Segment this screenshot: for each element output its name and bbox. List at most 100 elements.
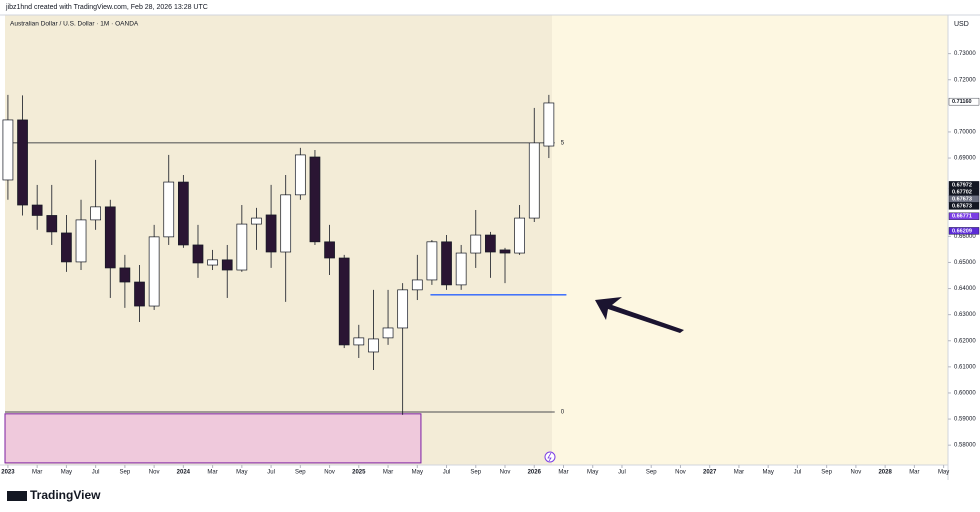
candle-body <box>134 281 145 307</box>
candle-body <box>192 244 204 264</box>
price-label: 0.67673 <box>952 203 972 209</box>
y-tick-label: 0.72000 <box>954 77 976 83</box>
price-label-bg <box>948 212 980 220</box>
chart-title: Australian Dollar / U.S. Dollar · 1M · O… <box>10 21 139 28</box>
price-label-bg <box>948 202 980 210</box>
y-tick-label: 0.69000 <box>954 156 976 162</box>
candle-body <box>148 236 160 307</box>
x-tick-label: May <box>938 470 949 476</box>
candle-body <box>382 327 394 339</box>
price-label: 0.67673 <box>952 196 972 202</box>
layers: 500.730000.720000.700000.690000.660000.6… <box>1 51 976 475</box>
candle-body <box>514 217 525 254</box>
candle-body <box>104 206 116 269</box>
y-tick-label: 0.70000 <box>954 130 976 136</box>
candle-body <box>163 181 175 238</box>
price-label: 0.67702 <box>952 189 972 195</box>
x-tick-label: Sep <box>470 470 481 476</box>
candle-body <box>499 249 511 254</box>
x-tick-label: Mar <box>734 470 744 476</box>
candle-body <box>75 219 87 263</box>
x-tick-label: Mar <box>558 470 568 476</box>
price-label: 0.66209 <box>952 228 972 234</box>
candle-body <box>294 154 306 196</box>
y-tick-label: 0.62000 <box>954 338 976 344</box>
candle-body <box>265 214 277 253</box>
x-tick-label: Jul <box>443 470 451 476</box>
y-tick-label: 0.64000 <box>954 286 976 292</box>
price-label-bg <box>948 97 980 106</box>
x-tick-label: 2027 <box>703 470 717 476</box>
candle-body <box>426 241 438 281</box>
x-tick-label: May <box>236 470 247 476</box>
level-label: 5 <box>561 140 565 146</box>
x-tick-label: May <box>763 470 774 476</box>
x-tick-label: Sep <box>821 470 832 476</box>
logo-mark <box>7 491 27 501</box>
x-tick-label: Mar <box>909 470 919 476</box>
candle-body <box>221 259 233 271</box>
candle-body <box>280 194 292 253</box>
x-tick-label: 2024 <box>177 470 191 476</box>
x-tick-label: Mar <box>383 470 393 476</box>
x-tick-label: 2028 <box>878 470 892 476</box>
x-tick-label: Jul <box>267 470 275 476</box>
x-tick-label: Nov <box>675 470 686 476</box>
price-label-bg <box>948 227 980 235</box>
y-tick-label: 0.65000 <box>954 260 976 266</box>
candle-body <box>119 267 131 283</box>
candle-body <box>17 119 28 206</box>
x-tick-label: Sep <box>120 470 131 476</box>
x-tick-label: Nov <box>324 470 335 476</box>
candle-body <box>353 337 365 346</box>
logo-text: TradingView <box>30 488 101 502</box>
x-tick-label: Nov <box>500 470 511 476</box>
level-label: 0 <box>561 410 565 416</box>
candle-body <box>470 234 482 254</box>
x-tick-label: Sep <box>295 470 306 476</box>
candle-body <box>324 241 335 259</box>
candle-body <box>236 223 248 271</box>
x-tick-label: Nov <box>149 470 160 476</box>
y-tick-label: 0.73000 <box>954 51 976 57</box>
event-icon <box>544 451 556 463</box>
x-tick-label: Mar <box>207 470 217 476</box>
x-tick-label: Mar <box>32 470 42 476</box>
candle-body <box>455 252 467 286</box>
candle-body <box>2 119 14 181</box>
y-tick-label: 0.66000 <box>954 234 976 240</box>
candle-body <box>90 206 101 221</box>
x-tick-label: Nov <box>851 470 862 476</box>
x-tick-label: May <box>412 470 423 476</box>
x-tick-label: May <box>61 470 72 476</box>
x-tick-label: 2023 <box>1 470 15 476</box>
x-tick-label: Jul <box>92 470 100 476</box>
y-tick-label: 0.59000 <box>954 417 976 423</box>
candle-body <box>251 217 262 225</box>
arrow <box>595 297 684 333</box>
y-tick-label: 0.58000 <box>954 443 976 449</box>
x-tick-label: Sep <box>646 470 657 476</box>
zone <box>4 413 422 464</box>
y-tick-label: 0.61000 <box>954 364 976 370</box>
x-tick-label: Jul <box>618 470 626 476</box>
candle-body <box>543 102 555 147</box>
x-tick-label: Jul <box>794 470 802 476</box>
candle-body <box>441 241 452 286</box>
credit: jibz1hnd created with TradingView.com, F… <box>5 4 208 11</box>
price-label: 0.66771 <box>952 214 972 220</box>
x-tick-label: May <box>587 470 598 476</box>
candle-body <box>31 204 43 216</box>
y-axis-label: USD <box>954 21 969 28</box>
y-tick-label: 0.63000 <box>954 312 976 318</box>
candle-body <box>411 279 423 291</box>
price-label: 0.71160 <box>952 99 972 105</box>
x-tick-label: 2025 <box>352 470 366 476</box>
candle-body <box>368 338 379 353</box>
candle-body <box>46 215 58 233</box>
event-icon-bolt <box>547 452 552 462</box>
y-tick-label: 0.60000 <box>954 391 976 397</box>
candle-body <box>61 232 72 263</box>
